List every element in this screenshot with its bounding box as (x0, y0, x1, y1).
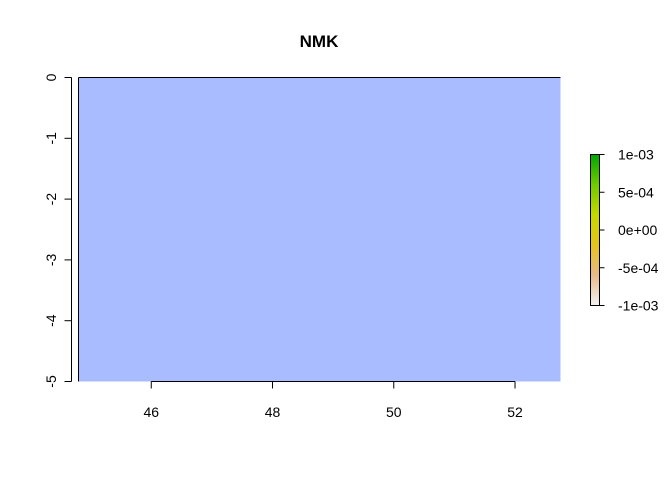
y-tick-label: -3 (43, 253, 59, 266)
x-tick-label: 50 (386, 404, 402, 420)
legend: 1e-03 5e-04 0e+00 -5e-04 -1e-03 (590, 147, 659, 314)
raster-layer (78, 77, 561, 382)
y-tick-label: -4 (43, 314, 59, 327)
legend-tick-label: 0e+00 (618, 222, 658, 238)
legend-color-bar (590, 154, 600, 306)
y-tick-label: -5 (43, 375, 59, 388)
y-tick-label: 0 (43, 73, 59, 81)
legend-tick-label: -5e-04 (618, 260, 659, 276)
x-tick-label: 52 (507, 404, 523, 420)
legend-tick-label: 1e-03 (618, 147, 654, 163)
legend-tick-label: 5e-04 (618, 184, 654, 200)
legend-tick-label: -1e-03 (618, 298, 659, 314)
x-tick-label: 48 (265, 404, 281, 420)
chart-title: NMK (300, 32, 339, 51)
x-tick-label: 46 (143, 404, 159, 420)
raster-cells (78, 77, 561, 382)
y-tick-label: -1 (43, 132, 59, 145)
y-tick-label: -2 (43, 193, 59, 206)
axes: 46 48 50 52 0 -1 -2 -3 -4 -5 (43, 73, 561, 420)
